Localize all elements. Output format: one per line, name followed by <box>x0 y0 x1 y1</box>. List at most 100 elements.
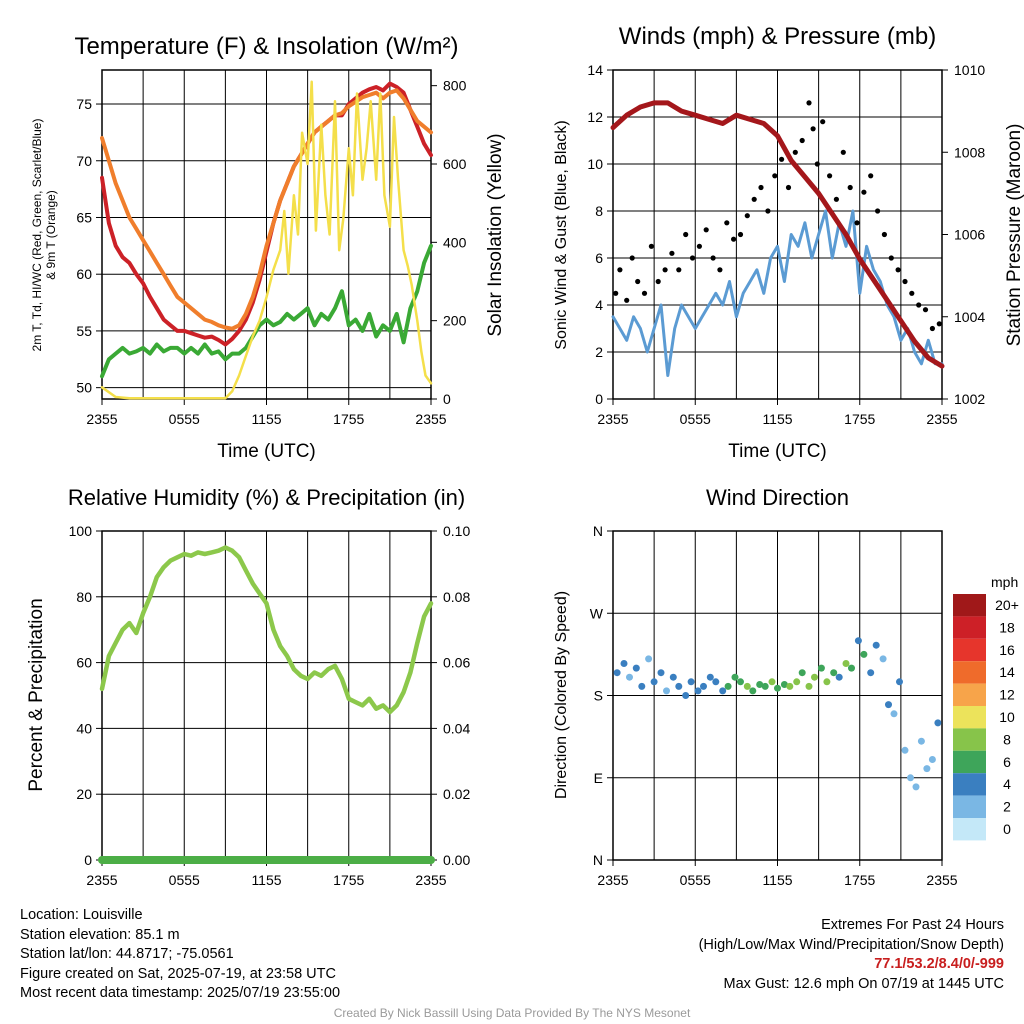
wind-direction-point <box>657 669 665 677</box>
y2-tick-label: 800 <box>443 78 467 94</box>
wind-direction-point <box>860 650 868 658</box>
wind-direction-point <box>830 669 838 677</box>
y2-tick-label: 1006 <box>954 227 985 243</box>
y-tick-label: N <box>593 523 603 539</box>
y2-tick-label: 600 <box>443 156 467 172</box>
humidity-y-axis-title: Percent & Precipitation <box>26 598 47 791</box>
station-latlon: Station lat/lon: 44.8717; -75.0561 <box>20 946 234 963</box>
wind-gust-point <box>641 290 648 296</box>
wind-gust-point <box>814 161 820 167</box>
y-tick-label: 60 <box>76 655 92 671</box>
wind-gust-point <box>710 255 716 261</box>
wind-gust-point <box>617 267 623 273</box>
legend-title: mph <box>991 574 1018 590</box>
wind-direction-point <box>682 692 690 699</box>
y-tick-label: 55 <box>76 323 92 339</box>
legend-swatch <box>953 750 986 774</box>
wind-gust-point <box>648 243 655 249</box>
legend-label: 6 <box>1003 754 1011 770</box>
wind-direction-point <box>912 783 920 791</box>
y2-tick-label: 1010 <box>954 62 985 78</box>
y-tick-label: 10 <box>587 156 603 172</box>
y2-tick-label: 0.06 <box>443 655 470 671</box>
legend-label: 18 <box>999 619 1015 635</box>
y-tick-label: 12 <box>587 109 603 125</box>
wind-direction-y-axis-title: Direction (Colored By Speed) <box>553 591 570 799</box>
legend-swatch <box>953 661 986 684</box>
wind-direction-point <box>743 682 751 690</box>
x-tick-label: 2355 <box>415 872 446 888</box>
wind-direction-point <box>798 669 806 677</box>
wind-direction-point <box>896 678 903 686</box>
temperature-x-axis-title: Time (UTC) <box>217 441 316 462</box>
wind-gust-point <box>765 208 771 214</box>
wind-direction-point <box>613 669 621 677</box>
wind-gust-point <box>683 231 689 238</box>
x-tick-label: 0555 <box>169 872 200 888</box>
wind-direction-point <box>907 774 914 782</box>
wind-direction-point <box>901 746 909 754</box>
wind-direction-point <box>768 678 776 686</box>
humidity-line <box>99 545 434 715</box>
wind-direction-point <box>626 673 633 681</box>
wind-gust-point <box>696 243 703 249</box>
y-tick-label: W <box>590 605 604 621</box>
wind-direction-point <box>890 710 898 718</box>
x-tick-label: 0555 <box>680 411 711 427</box>
wind-direction-point <box>638 682 646 690</box>
wind-gust-point <box>916 302 922 308</box>
temperature-y-axis-title-line2: & 9m T (Orange) <box>44 190 58 280</box>
legend-label: 0 <box>1003 821 1011 837</box>
wind-direction-point <box>928 756 936 763</box>
x-tick-label: 2355 <box>86 411 117 427</box>
wind-direction-point <box>842 660 850 667</box>
x-tick-label: 1755 <box>333 872 364 888</box>
wind-direction-point <box>694 687 702 695</box>
wind-direction-point <box>719 687 727 695</box>
wind-direction-point <box>793 678 801 686</box>
legend-swatch <box>953 795 986 818</box>
wind-gust-point <box>624 297 630 303</box>
legend-swatch <box>953 616 986 639</box>
wind-gust-point <box>922 307 929 313</box>
wind-gust-point <box>799 137 805 144</box>
x-tick-label: 2355 <box>86 872 117 888</box>
wind-gust-point <box>833 196 840 202</box>
y-tick-label: 60 <box>76 266 92 282</box>
y2-tick-label: 0.00 <box>443 852 470 868</box>
legend-label: 20+ <box>995 597 1019 613</box>
wind-direction-point <box>712 678 720 686</box>
y-tick-label: S <box>594 688 603 704</box>
wind-gust-point <box>613 290 619 296</box>
x-tick-label: 2355 <box>597 872 628 888</box>
wind-direction-point <box>632 664 640 672</box>
wind-gust-point <box>662 267 668 273</box>
wind-direction-point <box>823 678 831 686</box>
wind-direction-point <box>885 701 892 709</box>
wind-direction-point <box>731 673 739 681</box>
y2-tick-label: 0 <box>443 391 451 407</box>
station-info: Location: Louisville Station elevation: … <box>20 906 340 1004</box>
wind-direction-point <box>879 655 887 663</box>
wind-gust-point <box>669 250 675 256</box>
wind-direction-point <box>805 682 813 690</box>
wind-gust-point <box>820 119 826 125</box>
legend-swatch <box>953 683 986 706</box>
wind-direction-point <box>669 673 677 681</box>
credit-line: Created By Nick Bassill Using Data Provi… <box>333 1006 691 1020</box>
wind-gust-point <box>847 184 853 191</box>
wind-gust-point <box>676 267 682 273</box>
wind-gust-point <box>635 278 641 285</box>
wind-gust-point <box>888 255 894 261</box>
station-elevation: Station elevation: 85.1 m <box>20 926 180 943</box>
legend-swatch <box>953 728 986 751</box>
x-tick-label: 2355 <box>597 411 628 427</box>
y-tick-label: 65 <box>76 209 92 225</box>
y2-tick-label: 0.02 <box>443 786 470 802</box>
legend-label: 12 <box>999 687 1015 703</box>
y2-tick-label: 0.10 <box>443 523 470 539</box>
wind-gust-point <box>840 149 846 155</box>
wind-speed-line <box>611 209 944 377</box>
y-tick-label: 0 <box>84 852 92 868</box>
wind-gust-point <box>629 255 635 261</box>
